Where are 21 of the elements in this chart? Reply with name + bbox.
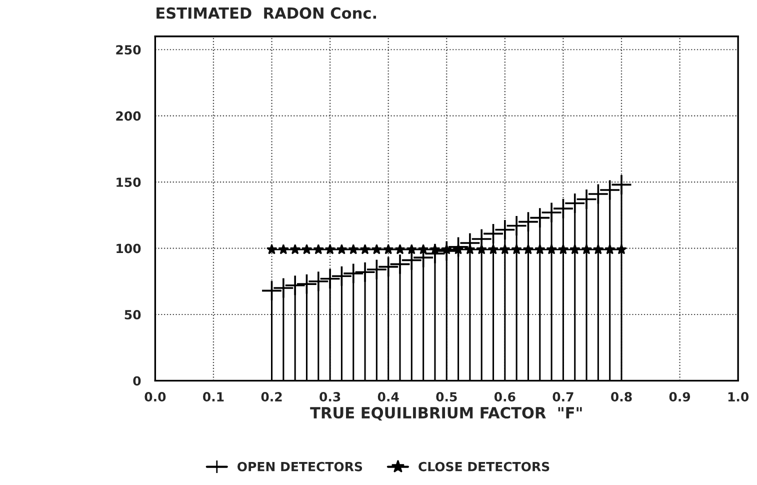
y-tick-label: 200 xyxy=(116,111,141,121)
x-tick-label: 0.8 xyxy=(611,392,632,402)
y-tick-label: 100 xyxy=(116,244,141,254)
legend-label: OPEN DETECTORS xyxy=(238,462,362,472)
x-tick-label: 0.1 xyxy=(203,392,224,402)
x-tick-label: 1.0 xyxy=(728,392,749,402)
legend-label: CLOSE DETECTORS xyxy=(418,462,550,472)
chart-title: ESTIMATED RADON Conc. xyxy=(156,7,376,19)
x-tick-label: 0.9 xyxy=(669,392,690,402)
x-tick-label: 0.2 xyxy=(261,392,282,402)
y-tick-label: 50 xyxy=(124,310,141,320)
x-tick-label: 0.6 xyxy=(494,392,516,402)
x-axis-title: TRUE EQUILIBRIUM FACTOR "F" xyxy=(310,406,582,421)
y-tick-label: 0 xyxy=(133,376,141,386)
x-tick-label: 0.5 xyxy=(436,392,457,402)
x-tick-label: 0.3 xyxy=(320,392,340,402)
x-tick-label: 0.0 xyxy=(144,392,166,402)
x-tick-label: 0.7 xyxy=(552,392,574,402)
y-tick-label: 150 xyxy=(116,178,141,187)
x-tick-label: 0.4 xyxy=(378,392,399,402)
y-tick-label: 250 xyxy=(116,45,141,55)
